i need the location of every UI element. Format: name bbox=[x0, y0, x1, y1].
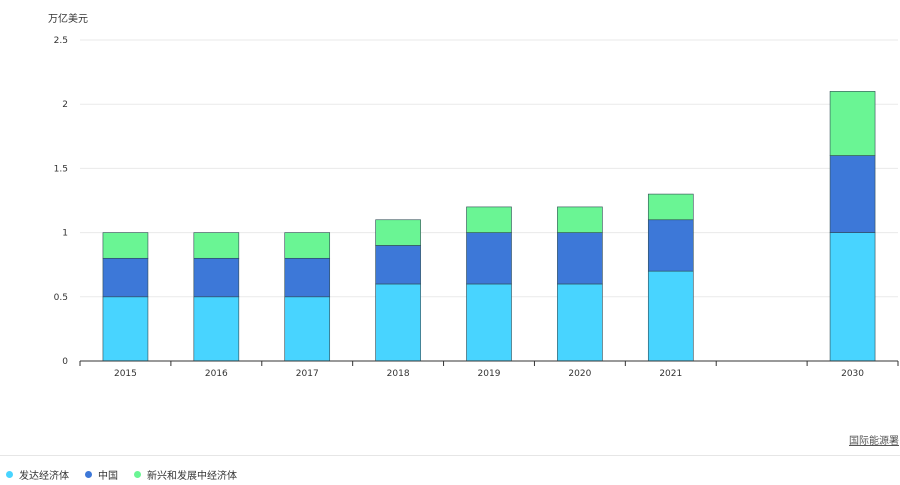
bar-segment[interactable] bbox=[466, 232, 512, 285]
bar-segment[interactable] bbox=[375, 283, 421, 362]
bar-segment[interactable] bbox=[284, 296, 331, 362]
legend-label: 新兴和发展中经济体 bbox=[147, 471, 237, 482]
bar-segment[interactable] bbox=[193, 296, 240, 362]
bar-segment[interactable] bbox=[557, 206, 603, 233]
legend-swatch-icon bbox=[6, 471, 13, 478]
legend-label: 中国 bbox=[98, 471, 118, 482]
bar-segment[interactable] bbox=[284, 257, 331, 298]
bars bbox=[102, 91, 876, 362]
x-tick-label: 2015 bbox=[114, 369, 137, 379]
x-tick-label: 2019 bbox=[478, 369, 501, 379]
bar-segment[interactable] bbox=[102, 232, 149, 259]
source-link[interactable]: 国际能源署 bbox=[849, 436, 899, 447]
x-tick-label: 2021 bbox=[659, 369, 682, 379]
bar-segment[interactable] bbox=[466, 283, 512, 362]
y-tick-label: 1 bbox=[62, 229, 68, 239]
legend-item[interactable]: 发达经济体 bbox=[6, 467, 69, 482]
legend-swatch-icon bbox=[85, 471, 92, 478]
bar-segment[interactable] bbox=[466, 206, 512, 233]
legend-item[interactable]: 新兴和发展中经济体 bbox=[134, 467, 237, 482]
bar-segment[interactable] bbox=[375, 245, 421, 285]
x-axis bbox=[79, 360, 899, 366]
bar-segment[interactable] bbox=[102, 257, 149, 298]
x-tick-label: 2016 bbox=[205, 369, 228, 379]
bar-segment[interactable] bbox=[193, 232, 240, 259]
y-axis-ticks: 0 0.5 1 1.5 2 2.5 bbox=[54, 36, 69, 367]
legend-label: 发达经济体 bbox=[19, 471, 69, 482]
stacked-bar-chart: 0 0.5 1 1.5 2 2.5 2015 2016 2017 2018 2019 2020 202… bbox=[54, 36, 899, 379]
bar-segment[interactable] bbox=[647, 219, 694, 272]
legend-swatch-icon bbox=[134, 471, 141, 478]
x-tick-label: 2020 bbox=[568, 369, 591, 379]
bar-segment[interactable] bbox=[829, 155, 876, 233]
bar-segment[interactable] bbox=[647, 270, 694, 362]
x-tick-label: 2018 bbox=[387, 369, 410, 379]
x-tick-label: 2017 bbox=[296, 369, 319, 379]
bar-segment[interactable] bbox=[284, 232, 331, 259]
y-tick-label: 2.5 bbox=[54, 36, 68, 46]
bar-segment[interactable] bbox=[647, 193, 694, 221]
y-tick-label: 2 bbox=[62, 100, 68, 110]
bar-segment[interactable] bbox=[375, 219, 421, 246]
bar-segment[interactable] bbox=[557, 283, 603, 362]
bar-segment[interactable] bbox=[829, 91, 876, 156]
y-axis-unit-label: 万亿美元 bbox=[48, 14, 88, 25]
legend-divider bbox=[0, 455, 900, 456]
legend: 发达经济体 中国 新兴和发展中经济体 bbox=[6, 467, 253, 482]
bar-segment[interactable] bbox=[102, 296, 149, 362]
y-tick-label: 0 bbox=[62, 357, 68, 367]
bar-segment[interactable] bbox=[829, 232, 876, 362]
bar-segment[interactable] bbox=[557, 232, 603, 285]
x-axis-ticks: 2015 2016 2017 2018 2019 2020 2021 2030 bbox=[114, 369, 864, 379]
bar-segment[interactable] bbox=[193, 257, 240, 298]
y-tick-label: 1.5 bbox=[54, 164, 68, 174]
legend-item[interactable]: 中国 bbox=[85, 467, 118, 482]
x-tick-label: 2030 bbox=[841, 369, 864, 379]
y-tick-label: 0.5 bbox=[54, 293, 68, 303]
